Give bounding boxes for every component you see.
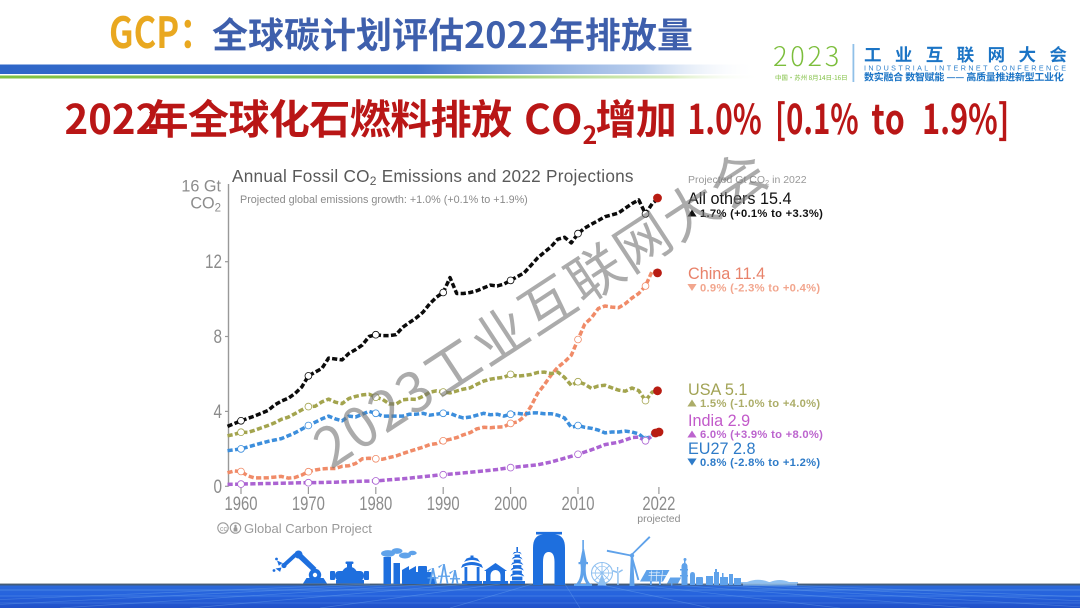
svg-text:USA 5.1: USA 5.1 [688,381,747,399]
svg-text:Global Carbon Project: Global Carbon Project [244,521,372,536]
svg-text:1990: 1990 [427,494,460,515]
svg-text:1980: 1980 [359,494,392,515]
svg-text:16 Gt: 16 Gt [181,178,221,196]
svg-text:2022: 2022 [642,494,675,515]
svg-text:1960: 1960 [225,494,258,515]
svg-text:0: 0 [214,477,223,498]
svg-text:0.8% (-2.8% to +1.2%): 0.8% (-2.8% to +1.2%) [700,457,820,469]
svg-text:0.9% (-2.3% to +0.4%): 0.9% (-2.3% to +0.4%) [700,283,820,295]
svg-text:China 11.4: China 11.4 [688,265,765,283]
svg-text:8: 8 [214,327,223,348]
svg-text:1970: 1970 [292,494,325,515]
svg-text:Annual Fossil CO2 Emissions an: Annual Fossil CO2 Emissions and 2022 Pro… [232,166,634,188]
svg-text:1.7% (+0.1% to +3.3%): 1.7% (+0.1% to +3.3%) [700,208,823,220]
svg-text:All others 15.4: All others 15.4 [688,190,791,208]
svg-text:cc: cc [220,526,228,533]
svg-text:12: 12 [205,252,222,273]
svg-text:2010: 2010 [562,494,595,515]
svg-text:4: 4 [214,402,223,423]
svg-text:2000: 2000 [494,494,527,515]
svg-text:India 2.9: India 2.9 [688,412,750,430]
svg-text:1.5% (-1.0% to +4.0%): 1.5% (-1.0% to +4.0%) [700,398,820,410]
svg-text:EU27 2.8: EU27 2.8 [688,440,756,458]
svg-text:INDUSTRIAL INTERNET CONFERENCE: INDUSTRIAL INTERNET CONFERENCE [864,64,1066,73]
svg-text:6.0% (+3.9% to +8.0%): 6.0% (+3.9% to +8.0%) [700,429,823,441]
svg-text:projected: projected [637,513,680,525]
svg-text:CO2: CO2 [190,195,221,215]
svg-text:Projected global emissions gro: Projected global emissions growth: +1.0%… [240,194,528,206]
